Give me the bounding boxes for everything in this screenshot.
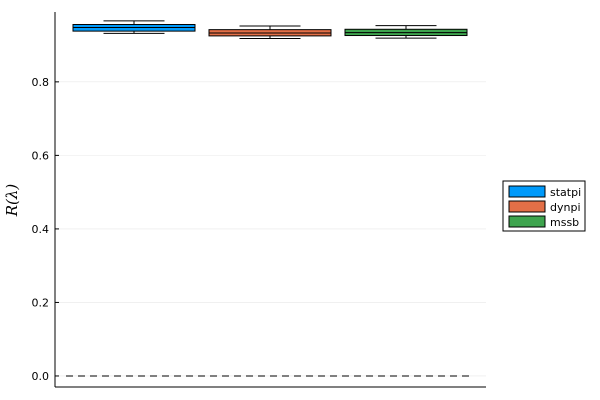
boxes-group: [72, 20, 468, 39]
legend: statpi dynpi mssb: [502, 180, 586, 232]
box-mssb: [344, 25, 468, 39]
grid-lines: [55, 81, 486, 377]
axes-group: [54, 12, 486, 388]
legend-swatch-mssb: [508, 215, 546, 228]
legend-label-mssb: mssb: [550, 216, 579, 229]
y-tick-label-0: 0.0: [32, 370, 50, 383]
legend-swatch-statpi: [508, 185, 546, 198]
legend-label-statpi: statpi: [550, 186, 581, 199]
y-tick-label-1: 0.2: [32, 296, 50, 309]
y-tick-label-2: 0.4: [32, 223, 50, 236]
y-tick-label-3: 0.6: [32, 149, 50, 162]
box-dynpi: [208, 25, 332, 39]
legend-label-dynpi: dynpi: [550, 201, 581, 214]
legend-swatch-dynpi: [508, 200, 546, 213]
box-statpi: [72, 20, 196, 34]
y-axis-title: R(λ): [3, 184, 21, 218]
y-ticks-group: 0.0 0.2 0.4 0.6 0.8: [32, 76, 59, 383]
y-tick-label-4: 0.8: [32, 76, 50, 89]
